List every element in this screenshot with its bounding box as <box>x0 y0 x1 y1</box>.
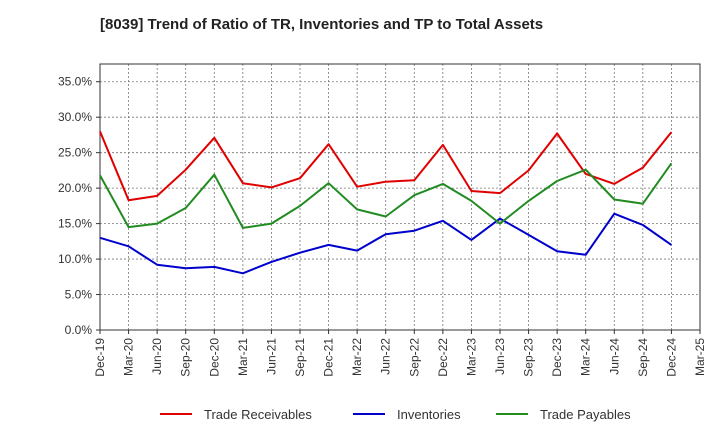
axes <box>99 63 701 331</box>
legend-label-trade-payables: Trade Payables <box>540 407 631 422</box>
x-tick-label: Mar-21 <box>236 338 250 376</box>
x-axis-ticks: Dec-19 Mar-20 Jun-20 Sep-20 Dec-20 Mar-21 Jun-… <box>93 330 707 377</box>
y-tick-label: 25.0% <box>58 146 92 160</box>
x-tick-label: Sep-20 <box>179 338 193 377</box>
x-tick-label: Dec-22 <box>436 338 450 377</box>
grid <box>100 64 700 330</box>
x-tick-label: Dec-23 <box>550 338 564 377</box>
x-tick-label: Sep-22 <box>407 338 421 377</box>
series-line-inventories <box>99 212 672 275</box>
plot-frame <box>99 63 701 331</box>
x-tick-label: Mar-25 <box>693 338 707 376</box>
y-tick-label: 20.0% <box>58 181 92 195</box>
x-tick-label: Mar-22 <box>350 338 364 376</box>
x-tick-label: Sep-21 <box>293 338 307 377</box>
y-tick-label: 10.0% <box>58 252 92 266</box>
x-tick-label: Dec-24 <box>664 338 678 377</box>
x-tick-label: Jun-21 <box>264 338 278 375</box>
y-axis-ticks: 0.0% 5.0% 10.0% 15.0% 20.0% 25.0% 30.0% 35.0% <box>58 75 100 337</box>
legend-label-inventories: Inventories <box>397 407 461 422</box>
x-tick-label: Mar-24 <box>579 338 593 376</box>
x-tick-label: Dec-20 <box>207 338 221 377</box>
x-tick-label: Jun-20 <box>150 338 164 375</box>
y-tick-label: 35.0% <box>58 75 92 89</box>
x-tick-label: Sep-23 <box>522 338 536 377</box>
x-tick-label: Dec-21 <box>322 338 336 377</box>
x-tick-label: Jun-22 <box>379 338 393 375</box>
x-tick-label: Dec-19 <box>93 338 107 377</box>
y-tick-label: 30.0% <box>58 110 92 124</box>
x-tick-label: Mar-23 <box>464 338 478 376</box>
legend: Trade Receivables Inventories Trade Payabl… <box>160 407 631 422</box>
y-tick-label: 0.0% <box>65 323 93 337</box>
chart-title: [8039] Trend of Ratio of TR, Inventories… <box>100 16 543 33</box>
x-tick-label: Jun-24 <box>607 338 621 375</box>
x-tick-label: Sep-24 <box>636 338 650 377</box>
series-lines <box>99 131 673 275</box>
series-line-trade-payables <box>99 162 673 229</box>
x-tick-label: Jun-23 <box>493 338 507 375</box>
y-tick-label: 15.0% <box>58 217 92 231</box>
series-line-trade-receivables <box>99 131 673 202</box>
x-tick-label: Mar-20 <box>122 338 136 376</box>
y-tick-label: 5.0% <box>65 288 93 302</box>
legend-label-trade-receivables: Trade Receivables <box>204 407 312 422</box>
